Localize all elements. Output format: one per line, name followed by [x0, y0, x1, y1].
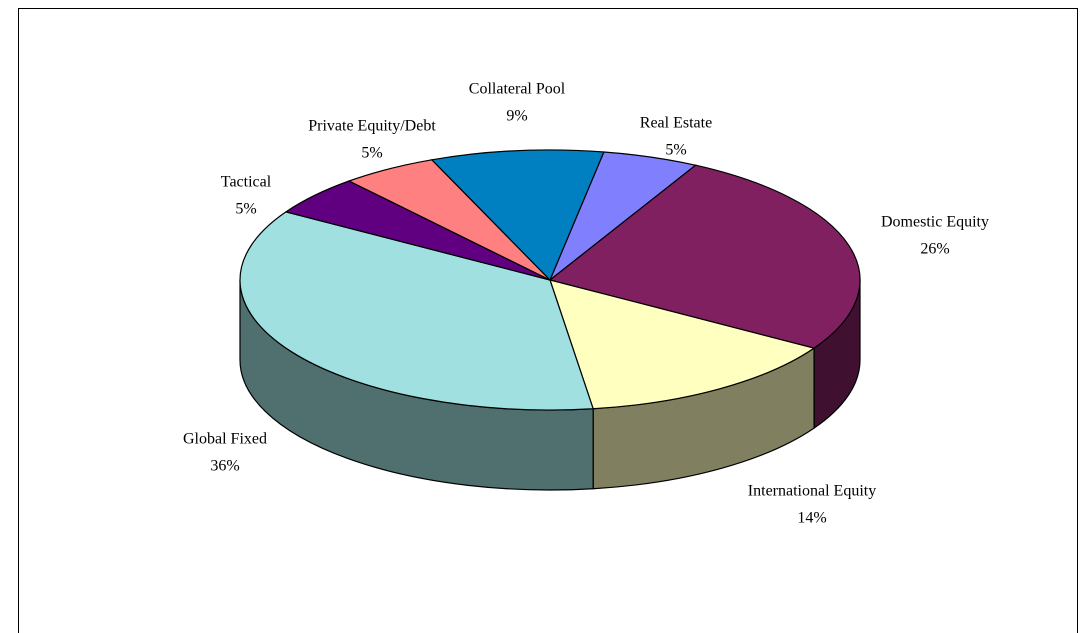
slice-value-label: 26%: [920, 241, 949, 258]
slice: [549, 279, 816, 410]
slice-label: Domestic Equity: [881, 214, 989, 231]
slice-label: Global Fixed: [183, 431, 267, 448]
slice-value-label: 5%: [665, 142, 686, 159]
slice-label: Real Estate: [640, 115, 712, 132]
slice: [548, 164, 861, 349]
slice-label: Private Equity/Debt: [308, 118, 436, 135]
slice-label: Tactical: [221, 174, 272, 191]
slice-label: International Equity: [748, 483, 876, 500]
slice-value-label: 5%: [361, 145, 382, 162]
slice-value-label: 14%: [797, 510, 826, 527]
slice-value-label: 36%: [210, 458, 239, 475]
slice-value-label: 5%: [235, 201, 256, 218]
slice-value-label: 9%: [506, 108, 527, 125]
slice: [239, 211, 594, 411]
slice: [430, 149, 605, 282]
slice-label: Collateral Pool: [469, 81, 566, 98]
